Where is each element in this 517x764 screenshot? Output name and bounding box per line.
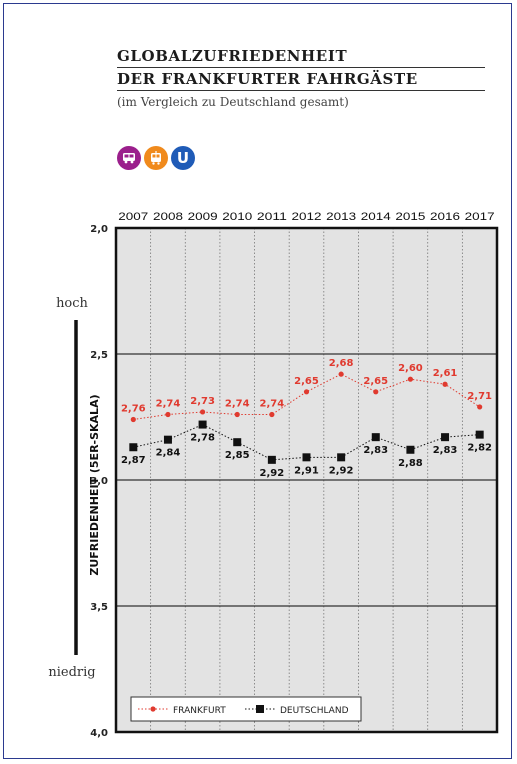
scale-bottom-label: niedrig: [48, 665, 95, 680]
data-label: 2,74: [260, 398, 285, 409]
title-line-1: GLOBALZUFRIEDENHEIT: [117, 46, 485, 68]
x-tick-label: 2010: [222, 211, 252, 223]
data-label: 2,65: [294, 376, 319, 387]
data-label: 2,92: [260, 468, 285, 479]
data-label: 2,88: [398, 458, 423, 469]
y-tick-label: 2,0: [90, 224, 108, 235]
y-axis-label: ZUFRIEDENHEIT (5ER-SKALA): [88, 394, 101, 575]
chart-subtitle: (im Vergleich zu Deutschland gesamt): [117, 95, 349, 109]
y-tick-label: 2,5: [90, 350, 108, 361]
data-label: 2,87: [121, 455, 146, 466]
data-label: 2,76: [121, 404, 146, 415]
legend-marker-deutschland: [256, 705, 264, 713]
frankfurt-point: [373, 389, 379, 395]
bus-icon: [117, 146, 141, 170]
scale-top-label: hoch: [56, 296, 88, 311]
legend-marker-frankfurt: [150, 706, 156, 712]
data-label: 2,78: [190, 433, 215, 444]
legend: FRANKFURT DEUTSCHLAND: [130, 696, 362, 722]
x-tick-label: 2007: [118, 211, 148, 223]
data-label: 2,68: [329, 358, 354, 369]
plot-border: [114, 226, 499, 734]
frankfurt-point: [165, 411, 171, 418]
deutschland-point: [267, 455, 276, 464]
deutschland-point: [163, 435, 172, 444]
title-line-2: DER FRANKFURTER FAHRGÄSTE: [117, 69, 485, 91]
frankfurt-point: [130, 416, 136, 423]
deutschland-point: [475, 430, 484, 439]
deutschland-point: [198, 420, 207, 429]
y-tick-label: 3,5: [90, 602, 108, 613]
tram-icon: [144, 146, 168, 170]
data-label: 2,61: [433, 368, 458, 379]
x-tick-label: 2014: [361, 211, 391, 223]
data-label: 2,92: [329, 465, 354, 476]
frankfurt-point: [477, 404, 483, 410]
y-tick-label: 4,0: [90, 728, 108, 739]
x-tick-label: 2015: [395, 211, 425, 223]
x-tick-label: 2011: [257, 211, 287, 223]
frankfurt-point: [442, 381, 448, 387]
deutschland-point: [406, 445, 415, 454]
y-tick-label: 3,0: [90, 476, 108, 487]
page-frame: [3, 3, 512, 759]
x-tick-label: 2013: [326, 211, 356, 223]
deutschland-point: [129, 443, 138, 452]
data-label: 2,71: [467, 391, 492, 402]
x-tick-label: 2012: [292, 211, 322, 223]
frankfurt-point: [269, 411, 275, 418]
data-label: 2,74: [156, 398, 181, 409]
x-tick-label: 2017: [465, 211, 495, 223]
data-label: 2,84: [156, 448, 181, 459]
deutschland-point: [233, 438, 242, 447]
frankfurt-point: [407, 376, 414, 382]
deutschland-point: [302, 453, 311, 462]
x-tick-label: 2009: [188, 211, 218, 223]
frankfurt-point: [303, 389, 310, 395]
frankfurt-point: [199, 409, 206, 415]
data-label: 2,82: [467, 443, 492, 454]
data-label: 2,65: [363, 376, 388, 387]
data-label: 2,73: [190, 396, 215, 407]
x-tick-label: 2008: [153, 211, 183, 223]
frankfurt-point: [338, 371, 344, 377]
u-bahn-icon: U: [171, 146, 195, 170]
data-label: 2,74: [225, 398, 250, 409]
transport-mode-icons: U: [117, 146, 195, 170]
data-label: 2,60: [398, 363, 423, 374]
data-label: 2,85: [225, 450, 250, 461]
data-label: 2,83: [363, 445, 388, 456]
chart-title: GLOBALZUFRIEDENHEIT DER FRANKFURTER FAHR…: [117, 46, 485, 92]
data-label: 2,91: [294, 465, 319, 476]
deutschland-point: [441, 433, 450, 442]
data-label: 2,83: [433, 445, 458, 456]
deutschland-point: [337, 453, 346, 462]
legend-label-deutschland: DEUTSCHLAND: [280, 706, 349, 716]
deutschland-point: [371, 433, 380, 442]
frankfurt-point: [234, 411, 240, 418]
legend-label-frankfurt: FRANKFURT: [173, 706, 226, 716]
x-tick-label: 2016: [430, 211, 460, 223]
